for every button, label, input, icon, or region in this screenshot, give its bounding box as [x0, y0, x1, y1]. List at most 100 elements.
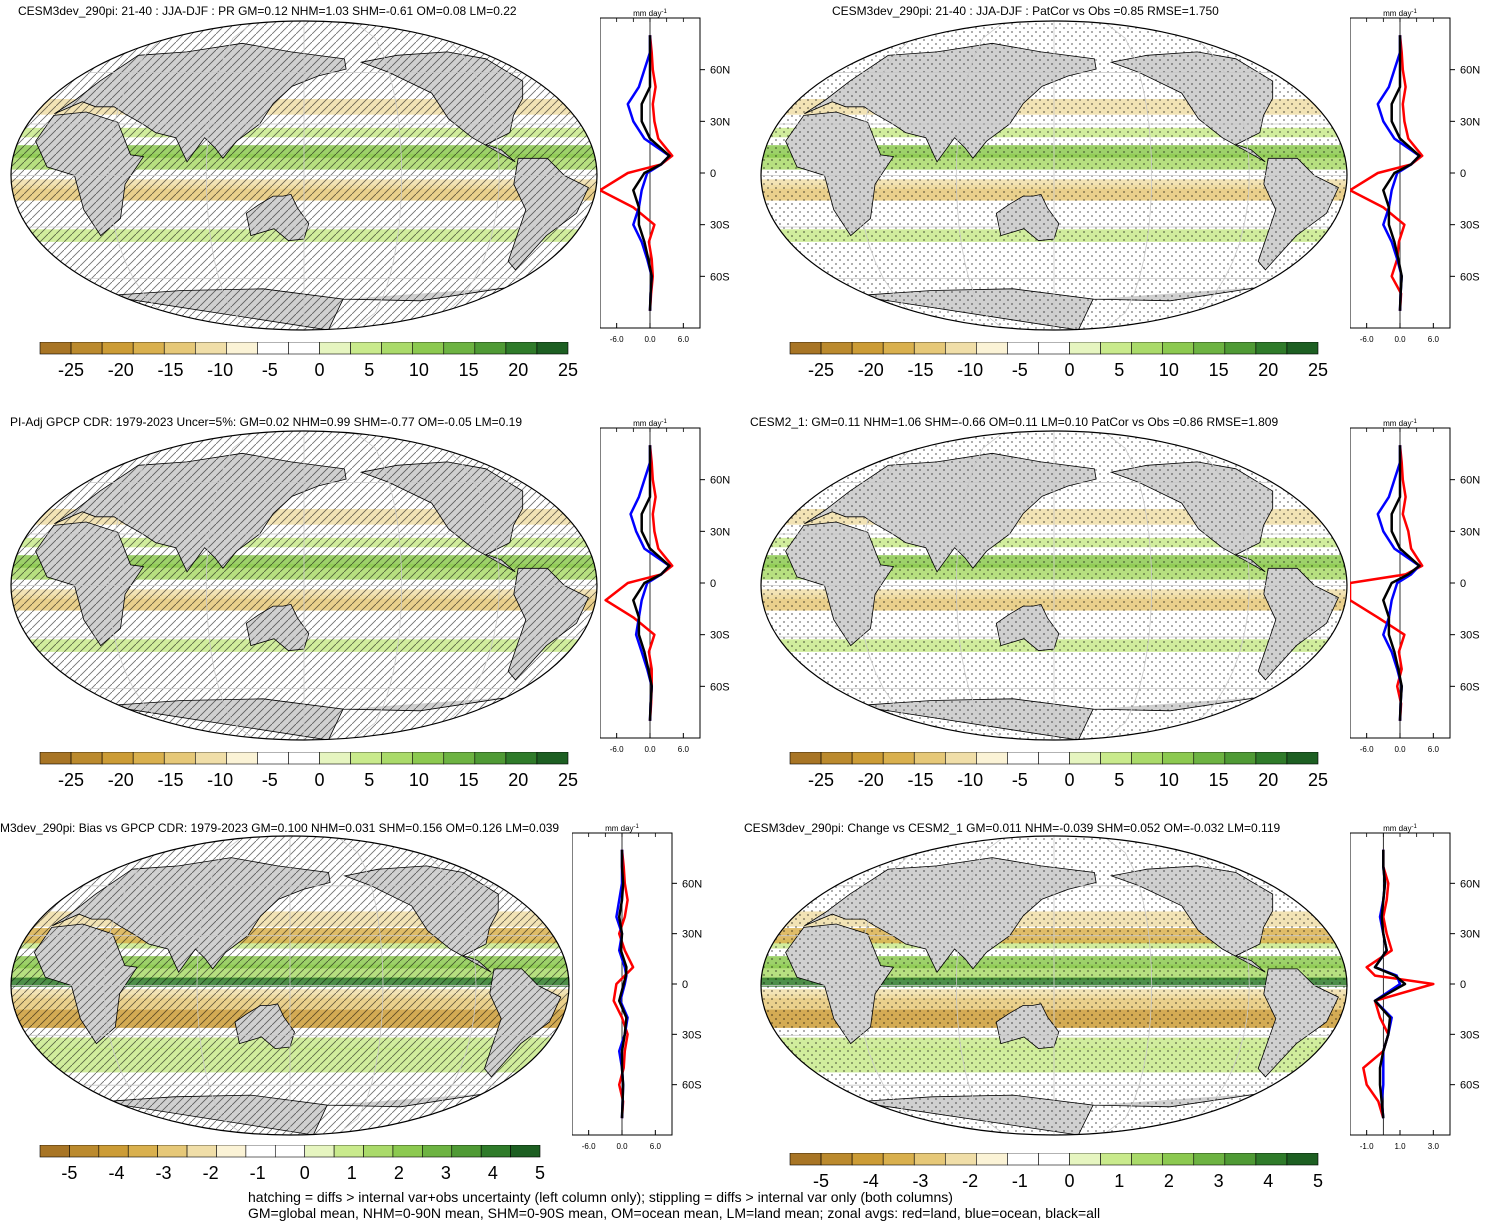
- colorbar-cell: [789, 1153, 822, 1166]
- colorbar-cell: [186, 1145, 217, 1158]
- colorbar-label: 10: [1159, 770, 1179, 790]
- colorbar-label: 1: [347, 1163, 357, 1183]
- colorbar-label: 5: [364, 360, 374, 380]
- x-tick-label: -6.0: [610, 745, 624, 754]
- colorbar-cell: [913, 342, 946, 355]
- zonal-unit-label: mm day-1: [605, 824, 639, 833]
- lat-tick-label: 30S: [710, 630, 730, 642]
- colorbar-cell: [1069, 1153, 1101, 1166]
- colorbar-label: 5: [535, 1163, 545, 1183]
- lat-tick-label: 60S: [682, 1080, 702, 1092]
- x-tick-label: -1.0: [1360, 1142, 1374, 1151]
- zonal-unit-label: mm day-1: [633, 9, 667, 18]
- lat-tick-label: 0: [710, 168, 716, 180]
- zonal-unit-label: mm day-1: [633, 419, 667, 428]
- lat-tick-label: 60S: [710, 681, 730, 693]
- colorbar-label: 10: [409, 770, 429, 790]
- colorbar: -25 -20 -15 -10 -5 0 5 10 15 20 25: [789, 342, 1328, 380]
- colorbar-cell: [1286, 752, 1319, 765]
- colorbar-cell: [1131, 1153, 1164, 1166]
- lat-tick-label: 30S: [1460, 1029, 1480, 1041]
- colorbar-cell: [101, 752, 134, 765]
- panel-title: PI-Adj GPCP CDR: 1979-2023 Uncer=5%: GM=…: [10, 415, 523, 429]
- panel-title: CESM3dev_290pi: 21-40 : JJA-DJF : PatCor…: [832, 4, 1219, 18]
- map-panel-2: CESM3dev_290pi: 21-40 : JJA-DJF : PatCor…: [750, 0, 1490, 390]
- lat-tick-label: 30N: [1460, 526, 1480, 538]
- lat-tick-label: 30N: [710, 116, 730, 128]
- colorbar-cell: [226, 752, 258, 765]
- graticule-lon: [858, 431, 957, 740]
- lat-tick-label: 60N: [1460, 878, 1480, 890]
- graticule-lon: [103, 836, 198, 1135]
- colorbar-label: -5: [61, 1163, 77, 1183]
- colorbar-cell: [412, 342, 445, 355]
- colorbar-cell: [1224, 752, 1257, 765]
- map-border: [10, 20, 598, 331]
- colorbar-label: -15: [907, 770, 933, 790]
- colorbar-label: -10: [207, 360, 233, 380]
- colorbar-label: -25: [58, 770, 84, 790]
- colorbar-cell: [820, 752, 853, 765]
- graticule-lon: [955, 836, 1006, 1135]
- lat-tick-label: 0: [1460, 979, 1466, 991]
- colorbar-cell: [1100, 342, 1132, 355]
- panel-title: CESM3dev_290pi: 21-40 : JJA-DJF : PR GM=…: [18, 4, 517, 18]
- colorbar-cell: [194, 752, 227, 765]
- graticule-lon: [196, 836, 244, 1135]
- colorbar-label: 1: [1114, 1171, 1124, 1191]
- colorbar-cell: [70, 752, 103, 765]
- colorbar-cell: [245, 1145, 276, 1158]
- zonal-series-all: [632, 445, 671, 721]
- x-tick-label: 6.0: [678, 745, 690, 754]
- graticule-lon: [1151, 431, 1250, 740]
- zonal-unit-label: mm day-1: [1383, 824, 1417, 833]
- colorbar-cell: [1255, 1153, 1288, 1166]
- colorbar-label: 3: [441, 1163, 451, 1183]
- colorbar-cell: [381, 342, 414, 355]
- colorbar-label: 25: [1308, 770, 1328, 790]
- graticule-lon: [352, 431, 403, 740]
- colorbar-cell: [505, 752, 538, 765]
- colorbar-label: -2: [203, 1163, 219, 1183]
- colorbar-cell: [820, 342, 853, 355]
- colorbar-cell: [319, 752, 351, 765]
- zonal-mean-plot: mm day-1 60N 30N 0 30S 60S -6.0 0.0 6.0: [600, 9, 730, 344]
- zonal-series-land: [600, 35, 674, 311]
- zonal-series-all: [1373, 849, 1407, 1119]
- colorbar: -25 -20 -15 -10 -5 0 5 10 15 20 25: [39, 342, 578, 380]
- colorbar-cell: [257, 342, 289, 355]
- colorbar-label: 15: [1209, 770, 1229, 790]
- colorbar-cell: [226, 342, 258, 355]
- graticule-lon: [205, 431, 256, 740]
- colorbar: -5 -4 -3 -2 -1 0 1 2 3 4 5: [39, 1145, 545, 1183]
- colorbar-cell: [288, 752, 320, 765]
- zonal-mean-plot: mm day-1 60N 30N 0 30S 60S -1.0 1.0 3.0: [1350, 824, 1480, 1151]
- x-tick-label: 6.0: [678, 335, 690, 344]
- colorbar-label: -3: [912, 1171, 928, 1191]
- lat-tick-label: 60N: [1460, 475, 1480, 487]
- colorbar-cell: [944, 1153, 977, 1166]
- colorbar-label: 10: [409, 360, 429, 380]
- colorbar-cell: [1100, 752, 1132, 765]
- footer-line-1: hatching = diffs > internal var+obs unce…: [248, 1189, 953, 1205]
- colorbar: -25 -20 -15 -10 -5 0 5 10 15 20 25: [789, 752, 1328, 790]
- colorbar-label: 15: [459, 770, 479, 790]
- colorbar-label: 5: [364, 770, 374, 790]
- colorbar-cell: [976, 1153, 1008, 1166]
- graticule-lon: [382, 836, 477, 1135]
- lat-tick-label: 60S: [1460, 271, 1480, 283]
- colorbar-cell: [944, 342, 977, 355]
- colorbar-cell: [1007, 1153, 1039, 1166]
- colorbar-cell: [163, 342, 196, 355]
- colorbar-label: 20: [1258, 770, 1278, 790]
- panel-title: M3dev_290pi: Bias vs GPCP CDR: 1979-2023…: [0, 821, 560, 835]
- colorbar-cell: [39, 752, 72, 765]
- colorbar-cell: [443, 752, 476, 765]
- graticule-lon: [1102, 431, 1153, 740]
- colorbar-cell: [1162, 342, 1195, 355]
- lat-tick-label: 0: [682, 979, 688, 991]
- lat-tick-label: 30S: [710, 220, 730, 232]
- graticule-lon: [1102, 836, 1153, 1135]
- zonal-series-all: [1382, 445, 1421, 721]
- x-tick-label: -6.0: [1360, 745, 1374, 754]
